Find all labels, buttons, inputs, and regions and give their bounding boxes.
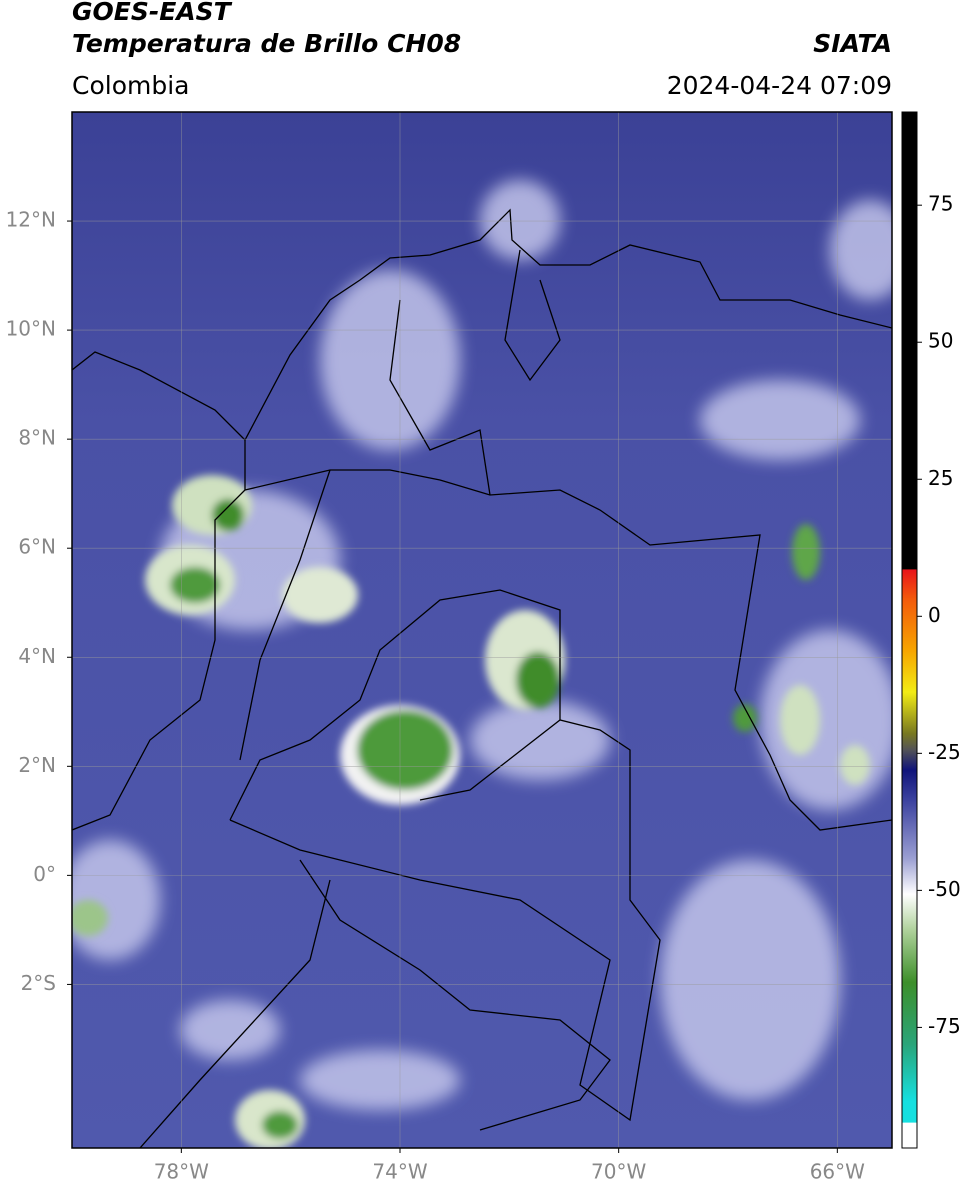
colorbar-tick-label: 50	[928, 329, 953, 353]
colorbar-tick-label: 0	[928, 603, 941, 627]
datetime: 2024-04-24 07:09	[667, 71, 892, 100]
x-tick-label: 78°W	[154, 1160, 209, 1184]
y-tick-label: 4°N	[18, 644, 56, 668]
subtitle: Temperatura de Brillo CH08	[72, 29, 461, 58]
y-tick-label: 0°	[33, 862, 56, 886]
grid	[72, 112, 892, 1148]
colorbar-tick-label: -75	[928, 1014, 961, 1038]
y-tick-label: 12°N	[6, 208, 56, 232]
map-frame	[71, 111, 893, 1149]
x-tick-label: 70°W	[591, 1160, 646, 1184]
x-tick-label: 74°W	[372, 1160, 427, 1184]
satellite-image	[72, 112, 892, 1148]
y-tick-label: 8°N	[18, 426, 56, 450]
colorbar-tick-label: -50	[928, 877, 961, 901]
colorbar-tick-label: 75	[928, 192, 953, 216]
y-tick-label: 2°S	[21, 971, 56, 995]
y-tick-label: 6°N	[18, 535, 56, 559]
y-tick-label: 10°N	[6, 317, 56, 341]
colorbar	[901, 111, 918, 1149]
colorbar-tick-label: -25	[928, 740, 961, 764]
colorbar-tick-label: 25	[928, 466, 953, 490]
region: Colombia	[72, 71, 189, 100]
y-tick-label: 2°N	[18, 753, 56, 777]
title: GOES-EAST	[72, 0, 233, 26]
source: SIATA	[813, 29, 892, 58]
x-tick-label: 66°W	[810, 1160, 865, 1184]
